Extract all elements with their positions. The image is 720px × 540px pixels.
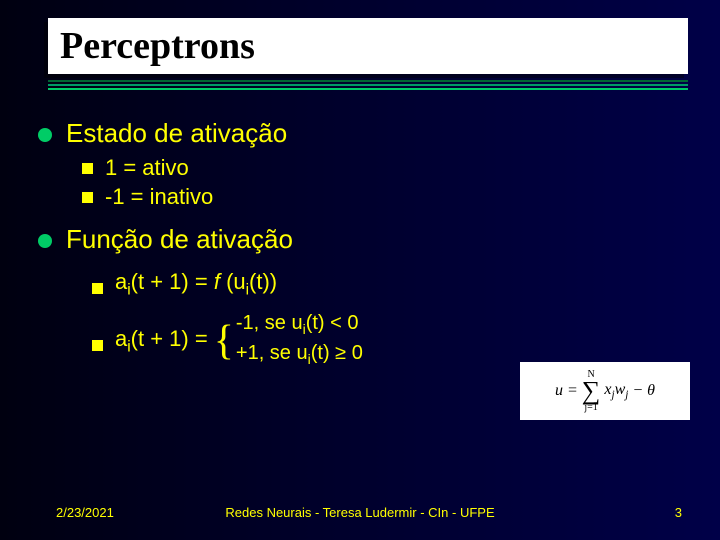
eq1-u: (u — [226, 269, 246, 294]
eq2-a: a — [115, 326, 127, 351]
accent-line-1 — [48, 80, 688, 82]
list-item: -1 = inativo — [82, 184, 690, 210]
sigma-icon: ∑ — [582, 380, 601, 402]
case1-post: (t) < 0 — [306, 312, 359, 334]
sum-term: xjwj — [604, 381, 628, 401]
footer: 2/23/2021 Redes Neurais - Teresa Ludermi… — [0, 505, 720, 520]
accent-lines — [48, 80, 688, 92]
sum-bot: j=1 — [584, 402, 597, 413]
case1-pre: -1, se u — [236, 312, 303, 334]
section1-item-1: 1 = ativo — [105, 155, 189, 181]
eq1-text: ai(t + 1) = f (ui(t)) — [115, 269, 277, 299]
square-bullet-icon — [82, 163, 93, 174]
brace-icon: { — [214, 320, 234, 362]
eq1-a: a — [115, 269, 127, 294]
round-bullet-icon — [38, 128, 52, 142]
square-bullet-icon — [92, 340, 103, 351]
case2-post: (t) ≥ 0 — [311, 342, 363, 364]
formula-box: u = N ∑ j=1 xjwj − θ — [520, 362, 690, 420]
eq2-arg: (t + 1) = — [131, 326, 208, 351]
eq1-f: f — [214, 269, 226, 294]
slide-title: Perceptrons — [60, 24, 688, 68]
round-bullet-icon — [38, 234, 52, 248]
cases-block: { -1, se ui(t) < 0 +1, se ui(t) ≥ 0 — [214, 311, 363, 371]
section1-heading-row: Estado de ativação — [38, 118, 690, 149]
section1-items: 1 = ativo -1 = inativo — [82, 155, 690, 210]
formula-inner: u = N ∑ j=1 xjwj − θ — [555, 369, 655, 413]
section1-heading: Estado de ativação — [66, 118, 287, 149]
square-bullet-icon — [82, 192, 93, 203]
section1-item-2: -1 = inativo — [105, 184, 213, 210]
square-bullet-icon — [92, 283, 103, 294]
equation-1: ai(t + 1) = f (ui(t)) — [92, 269, 690, 299]
eq2-lhs: ai(t + 1) = — [115, 326, 208, 356]
formula-tail: − θ — [632, 382, 655, 400]
sum-block: N ∑ j=1 — [582, 369, 601, 413]
section2-heading-row: Função de ativação — [38, 224, 690, 255]
eq1-arg: (t + 1) = — [131, 269, 214, 294]
cases: -1, se ui(t) < 0 +1, se ui(t) ≥ 0 — [236, 311, 363, 371]
term-w: w — [615, 381, 626, 398]
term-wsub: j — [625, 389, 628, 401]
footer-date: 2/23/2021 — [56, 505, 114, 520]
content-area: Estado de ativação 1 = ativo -1 = inativ… — [38, 118, 690, 371]
eq1-end: (t)) — [249, 269, 277, 294]
footer-page: 3 — [675, 505, 682, 520]
accent-line-3 — [48, 88, 688, 90]
list-item: 1 = ativo — [82, 155, 690, 181]
case-2: +1, se ui(t) ≥ 0 — [236, 342, 363, 364]
section2-heading: Função de ativação — [66, 224, 293, 255]
formula-lhs: u = — [555, 382, 578, 400]
case2-pre: +1, se u — [236, 342, 308, 364]
case-1: -1, se ui(t) < 0 — [236, 312, 359, 334]
title-bar: Perceptrons — [48, 18, 688, 74]
section2-items: ai(t + 1) = f (ui(t)) ai(t + 1) = { -1, … — [92, 269, 690, 371]
accent-line-2 — [48, 84, 688, 86]
